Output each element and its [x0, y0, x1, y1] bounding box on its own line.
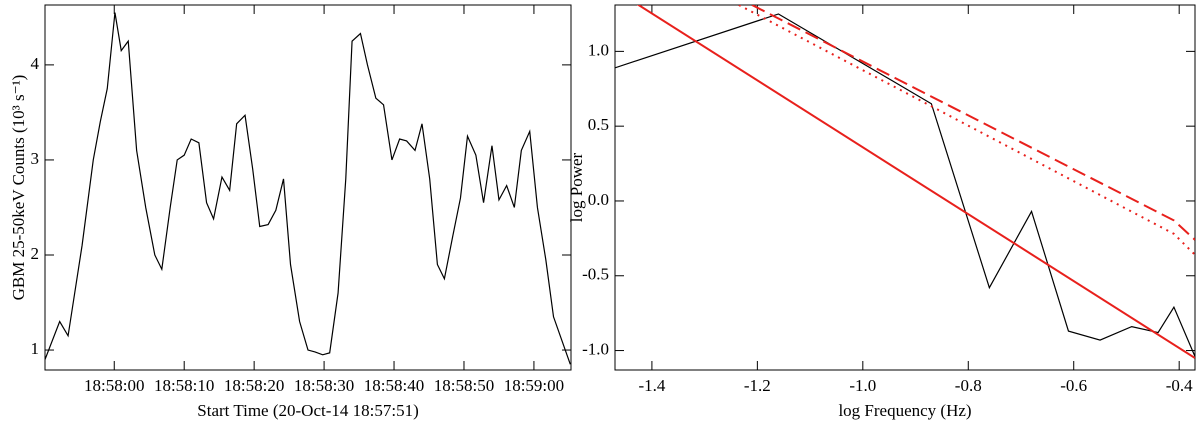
x-tick-label: 18:58:40: [364, 376, 424, 395]
x-tick-label: -0.4: [1166, 376, 1193, 395]
x-tick-label: -0.6: [1060, 376, 1087, 395]
x-tick-label: 18:58:10: [154, 376, 214, 395]
panel: 18:58:00 18:58:10 18:58:20 18:58:30 18:58:40…: [9, 4, 572, 420]
y-tick-label: 4: [31, 54, 40, 73]
y-tick-label: 0.5: [588, 115, 609, 134]
plot-frame: [44, 4, 572, 371]
plot-frame: [614, 4, 1196, 371]
y-tick-label: 2: [31, 244, 40, 263]
x-tick-label: 18:58:00: [84, 376, 144, 395]
x-tick-label: -0.8: [955, 376, 982, 395]
x-tick-label: 18:58:30: [294, 376, 354, 395]
x-tick-label: -1.4: [638, 376, 665, 395]
data-line: [738, 5, 1195, 256]
y-tick-label: 1.0: [588, 40, 609, 59]
panel: -1.4 -1.2 -1.0 -0.8 -0.6 -0.4 -1.0 -0.5 0.0 0.5 1.…: [567, 4, 1196, 420]
data-line: [615, 13, 1195, 357]
x-axis-label: log Frequency (Hz): [838, 401, 971, 420]
x-tick-label: 18:58:20: [224, 376, 284, 395]
data-line: [45, 12, 571, 365]
y-tick-label: 0.0: [588, 190, 609, 209]
y-tick-label: -0.5: [582, 265, 609, 284]
data-line: [636, 5, 1195, 359]
y-tick-label: 3: [31, 149, 40, 168]
x-tick-label: 18:59:00: [504, 376, 564, 395]
x-axis-label: Start Time (20-Oct-14 18:57:51): [197, 401, 418, 420]
y-axis-label: GBM 25-50keV Counts (10³ s⁻¹): [9, 75, 28, 301]
x-tick-label: 18:58:50: [434, 376, 494, 395]
y-tick-label: -1.0: [582, 339, 609, 358]
data-line: [751, 5, 1195, 241]
y-tick-label: 1: [31, 339, 40, 358]
y-axis-label: log Power: [567, 152, 586, 222]
x-tick-label: -1.0: [849, 376, 876, 395]
x-tick-label: -1.2: [744, 376, 771, 395]
